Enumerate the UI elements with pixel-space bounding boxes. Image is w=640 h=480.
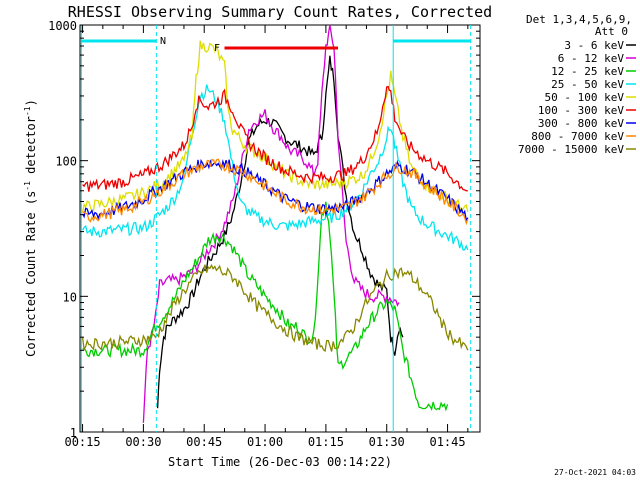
series-line-7 — [82, 158, 469, 226]
y-tick-label-0: 1 — [70, 426, 77, 440]
series-line-5 — [82, 85, 468, 192]
x-tick-label-2: 00:45 — [186, 435, 222, 449]
series-line-3 — [82, 84, 469, 251]
y-axis-label: Corrected Count Rate (s-1 detector-1) — [23, 99, 38, 357]
y-tick-label-3: 1000 — [48, 19, 77, 33]
series-line-4 — [81, 40, 469, 215]
series-line-2 — [82, 201, 449, 412]
x-tick-label-0: 00:15 — [64, 435, 100, 449]
x-tick-label-6: 01:45 — [429, 435, 465, 449]
tick-layer: 00:15 00:30 00:45 01:00 01:15 01:30 01:45 1 10 10… — [48, 19, 480, 449]
y-tick-label-1: 10 — [63, 290, 77, 304]
flare-label: F — [214, 43, 220, 54]
x-tick-label-3: 01:00 — [247, 435, 283, 449]
series-line-1 — [142, 24, 400, 423]
plot-area: N F 00:15 00:30 00:45 01:00 01:15 01:30 01:45 1… — [48, 19, 481, 449]
x-axis-label: Start Time (26-Dec-03 00:14:22) — [168, 455, 392, 469]
legend-label-0: 3 - 6 keV — [564, 39, 624, 52]
legend-label-3: 25 - 50 keV — [551, 78, 624, 91]
plot-frame — [79, 24, 481, 433]
night-label: N — [160, 36, 166, 47]
x-tick-label-4: 01:15 — [308, 435, 344, 449]
series-line-8 — [81, 263, 469, 353]
legend-label-5: 100 - 300 keV — [538, 104, 624, 117]
legend-label-4: 50 - 100 keV — [545, 91, 625, 104]
legend-label-2: 12 - 25 keV — [551, 65, 624, 78]
legend-label-8: 7000 - 15000 keV — [518, 143, 624, 156]
x-tick-label-5: 01:30 — [369, 435, 405, 449]
footer-timestamp: 27-Oct-2021 04:03 — [554, 468, 636, 477]
x-tick-label-1: 00:30 — [125, 435, 161, 449]
chart-title: RHESSI Observing Summary Count Rates, Co… — [68, 3, 492, 21]
series-line-0 — [156, 55, 404, 409]
legend-label-1: 6 - 12 keV — [558, 52, 625, 65]
legend-header-att: Att 0 — [595, 25, 628, 38]
y-tick-label-2: 100 — [55, 155, 77, 169]
legend-header: Det 1,3,4,5,6,9, — [526, 13, 632, 26]
legend-label-6: 300 - 800 keV — [538, 117, 624, 130]
legend-label-7: 800 - 7000 keV — [531, 130, 624, 143]
annotation-layer: N F — [80, 25, 472, 432]
series-layer — [81, 24, 469, 423]
